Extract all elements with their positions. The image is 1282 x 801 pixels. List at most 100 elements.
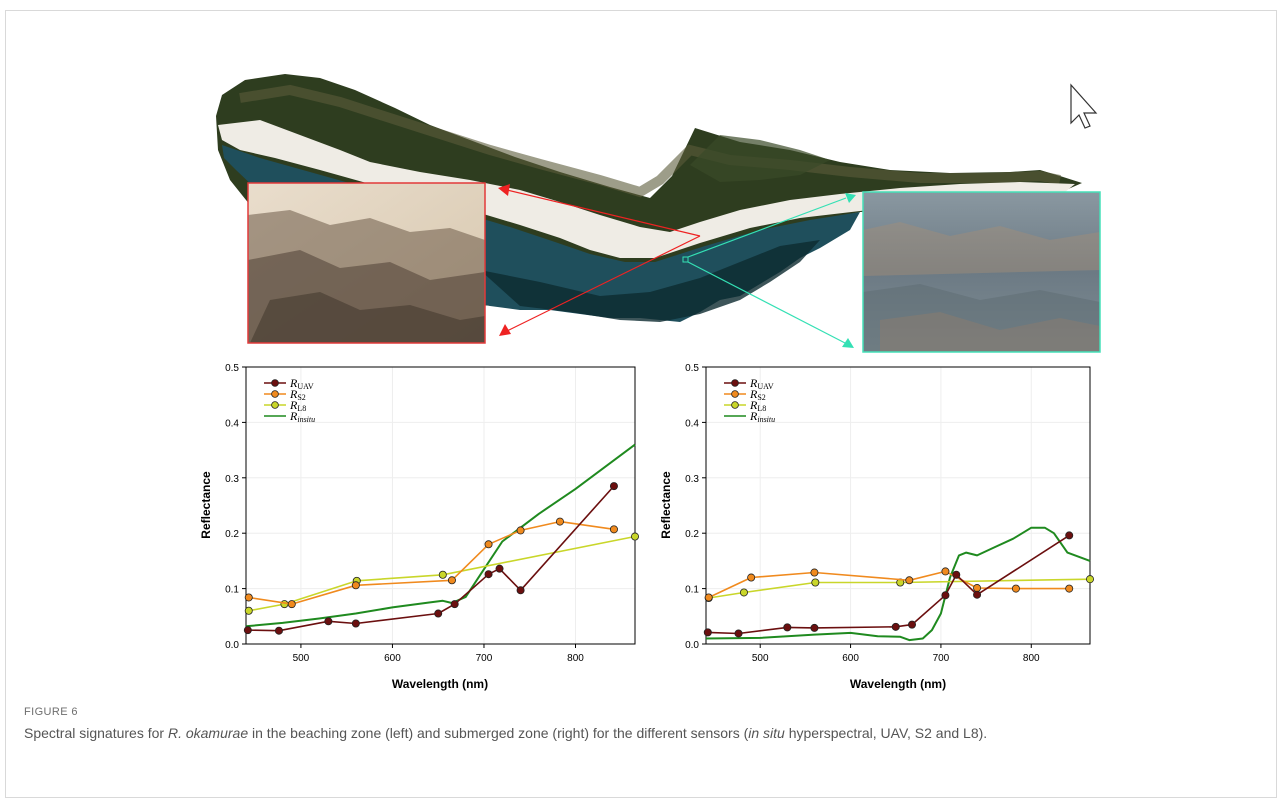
chart-submerged-zone: 0.0 0.1 0.2 0.3 0.4 0.5 500 600 700 800 RUAVRS2RL… [659, 363, 1095, 691]
point-UAV [495, 564, 504, 573]
figure-caption: FIGURE 6 Spectral signatures for R. okam… [24, 706, 1254, 743]
ytick-label: 0.1 [225, 585, 239, 596]
xtick-label: 500 [293, 653, 310, 664]
caption-part2: in the beaching zone (left) and submerge… [248, 725, 749, 741]
caption-part1: Spectral signatures for [24, 725, 168, 741]
point-S2 [905, 576, 914, 585]
point-S2 [244, 593, 253, 602]
point-L8 [244, 606, 253, 615]
legend-label-UAV: RUAV [749, 376, 774, 391]
point-UAV [891, 622, 900, 631]
point-UAV [324, 617, 333, 626]
point-S2 [609, 525, 618, 534]
point-UAV [243, 626, 252, 635]
chart-beaching-ylabel: Reflectance [199, 471, 213, 539]
point-S2 [704, 593, 713, 602]
ytick-label: 0.4 [225, 418, 239, 429]
ytick-label: 0.0 [225, 640, 239, 651]
series-line-insitu-beaching [245, 443, 636, 628]
submerged-zone-arrows [682, 193, 856, 348]
figure-label: FIGURE 6 [24, 706, 78, 718]
point-UAV [609, 482, 618, 491]
point-L8 [811, 578, 820, 587]
point-UAV [516, 586, 525, 595]
point-UAV [434, 609, 443, 618]
beach-sand [218, 120, 1075, 258]
figure-frame [5, 10, 1277, 798]
ytick-label: 0.2 [225, 529, 239, 540]
point-UAV [783, 623, 792, 632]
legend-label-S2: RS2 [289, 387, 306, 402]
legend-marker-S2 [731, 390, 739, 398]
chart-beaching-axes-box [245, 366, 636, 645]
xtick-label: 600 [842, 653, 859, 664]
series-line-UAV-beaching [247, 485, 615, 632]
point-UAV [351, 619, 360, 628]
chart-submerged-axes-box [705, 366, 1091, 645]
point-UAV [952, 570, 961, 579]
caption-part3: hyperspectral, UAV, S2 and L8). [784, 725, 988, 741]
legend-marker-UAV [731, 379, 739, 387]
legend-label-L8: RL8 [289, 398, 306, 413]
series-line-insitu-submerged [705, 526, 1091, 642]
xtick-label: 700 [476, 653, 493, 664]
series-line-S2-submerged [708, 570, 1070, 599]
ytick-label: 0.2 [685, 529, 699, 540]
ytick-label: 0.3 [685, 474, 699, 485]
point-UAV [973, 590, 982, 599]
caption-species: R. okamurae [167, 725, 249, 741]
point-S2 [484, 540, 493, 549]
caption-insitu: in situ [748, 725, 785, 741]
point-L8 [1086, 575, 1095, 584]
legend-marker-L8 [271, 401, 279, 409]
point-UAV [450, 600, 459, 609]
ytick-label: 0.5 [225, 363, 239, 374]
submerged-zone-photo [862, 191, 1101, 353]
point-S2 [287, 600, 296, 609]
ytick-label: 0.4 [685, 418, 699, 429]
legend-label-L8: RL8 [749, 398, 766, 413]
legend-marker-UAV [271, 379, 279, 387]
figure-caption-text: Spectral signatures for R. okamurae in t… [24, 724, 1254, 743]
ytick-label: 0.1 [685, 585, 699, 596]
xtick-label: 700 [933, 653, 950, 664]
point-S2 [941, 567, 950, 576]
legend-label-S2: RS2 [749, 387, 766, 402]
chart-submerged-ticks: 0.0 0.1 0.2 0.3 0.4 0.5 500 600 700 800 [685, 363, 1040, 664]
chart-beaching-ticks: 0.0 0.1 0.2 0.3 0.4 0.5 500 600 700 800 [225, 363, 584, 664]
xtick-label: 500 [752, 653, 769, 664]
shallow-water [222, 145, 860, 322]
point-L8 [631, 532, 640, 541]
point-UAV [941, 591, 950, 600]
beaching-zone-photo [247, 182, 486, 344]
xtick-label: 800 [1023, 653, 1040, 664]
point-UAV [274, 626, 283, 635]
ytick-label: 0.5 [685, 363, 699, 374]
chart-submerged-xlabel: Wavelength (nm) [850, 677, 946, 691]
point-S2 [555, 517, 564, 526]
point-UAV [1065, 531, 1074, 540]
point-UAV [810, 623, 819, 632]
chart-beaching-zone: 0.0 0.1 0.2 0.3 0.4 0.5 500 600 700 800 RUAVRS2RL… [199, 363, 640, 691]
series-line-S2-beaching [248, 520, 615, 605]
xtick-label: 800 [567, 653, 584, 664]
series-line-UAV-submerged [707, 534, 1070, 635]
ytick-label: 0.3 [225, 474, 239, 485]
point-UAV [908, 620, 917, 629]
point-UAV [703, 628, 712, 637]
point-S2 [973, 584, 982, 593]
point-S2 [351, 581, 360, 590]
legend-label-insitu: Rinsitu [749, 409, 775, 424]
point-S2 [810, 568, 819, 577]
point-UAV [484, 570, 493, 579]
point-L8 [739, 588, 748, 597]
point-S2 [1011, 584, 1020, 593]
chart-submerged-ylabel: Reflectance [659, 471, 673, 539]
legend-label-insitu: Rinsitu [289, 409, 315, 424]
point-S2 [447, 576, 456, 585]
xtick-label: 600 [384, 653, 401, 664]
legend-marker-L8 [731, 401, 739, 409]
point-UAV [734, 629, 743, 638]
